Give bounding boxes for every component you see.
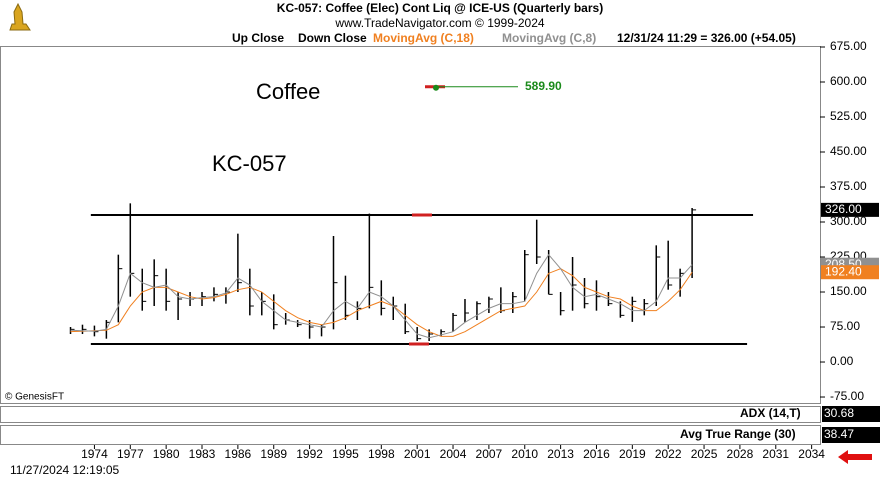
legend-up: Up Close xyxy=(232,31,284,45)
x-tick-label: 2010 xyxy=(511,447,538,461)
marker-label: 589.90 xyxy=(525,79,562,93)
legend-ma: MovingAvg (C,18) xyxy=(373,31,474,45)
scroll-arrow[interactable] xyxy=(838,450,872,464)
x-tick-label: 2022 xyxy=(655,447,682,461)
x-tick-label: 1986 xyxy=(225,447,252,461)
atr-panel xyxy=(0,425,821,445)
y-tick-label: 600.00 xyxy=(830,74,867,88)
indicator-name: Avg True Range (30) xyxy=(680,427,796,441)
x-tick-label: 2034 xyxy=(798,447,825,461)
adx-panel xyxy=(0,406,821,423)
logo xyxy=(9,2,31,31)
timestamp: 11/27/2024 12:19:05 xyxy=(10,463,120,477)
x-tick-label: 2001 xyxy=(404,447,431,461)
x-tick-label: 2028 xyxy=(727,447,754,461)
plot-frame xyxy=(0,46,821,404)
y-tick-label: 675.00 xyxy=(830,39,867,53)
x-tick-label: 2013 xyxy=(547,447,574,461)
y-tick-label: 75.00 xyxy=(830,319,860,333)
x-tick-label: 1980 xyxy=(153,447,180,461)
x-tick-label: 2007 xyxy=(476,447,503,461)
moving-average xyxy=(70,268,693,337)
credit: © GenesisFT xyxy=(5,392,64,403)
x-tick-label: 2025 xyxy=(691,447,718,461)
y-tick-label: 525.00 xyxy=(830,109,867,123)
subtitle: www.TradeNavigator.com © 1999-2024 xyxy=(334,16,544,30)
y-tick-label: 150.00 xyxy=(830,284,867,298)
indicator-value: 38.47 xyxy=(824,427,854,441)
x-tick-label: 2016 xyxy=(583,447,610,461)
annotation: Coffee xyxy=(256,79,320,104)
annotation: KC-057 xyxy=(212,151,287,176)
indicator-box xyxy=(822,427,880,443)
price-box-label: 326.00 xyxy=(825,202,862,216)
y-tick-label: 450.00 xyxy=(830,144,867,158)
price-box-label: 192.40 xyxy=(825,264,862,278)
x-tick-label: 1983 xyxy=(189,447,216,461)
x-tick-label: 2004 xyxy=(440,447,467,461)
y-tick-label: -75.00 xyxy=(830,389,864,403)
x-tick-label: 1974 xyxy=(81,447,108,461)
moving-average xyxy=(70,253,693,339)
x-tick-label: 1977 xyxy=(117,447,144,461)
indicator-box xyxy=(822,406,880,422)
y-tick-label: 0.00 xyxy=(830,354,854,368)
legend-down: Down Close xyxy=(298,31,367,45)
price-box xyxy=(821,265,879,280)
last-quote: 12/31/24 11:29 = 326.00 (+54.05) xyxy=(617,31,796,45)
x-tick-label: 1995 xyxy=(332,447,359,461)
indicator-value: 30.68 xyxy=(824,406,854,420)
price-box xyxy=(821,202,879,217)
y-tick-label: 300.00 xyxy=(830,214,867,228)
x-tick-label: 1992 xyxy=(296,447,323,461)
indicator-name: ADX (14,T) xyxy=(740,406,801,420)
x-tick-label: 2031 xyxy=(762,447,789,461)
y-tick-label: 375.00 xyxy=(830,179,867,193)
title: KC-057: Coffee (Elec) Cont Liq @ ICE-US … xyxy=(277,1,603,15)
legend-ma: MovingAvg (C,8) xyxy=(502,31,596,45)
x-tick-label: 1998 xyxy=(368,447,395,461)
marker-dot xyxy=(433,84,439,91)
x-tick-label: 2019 xyxy=(619,447,646,461)
x-tick-label: 1989 xyxy=(260,447,287,461)
